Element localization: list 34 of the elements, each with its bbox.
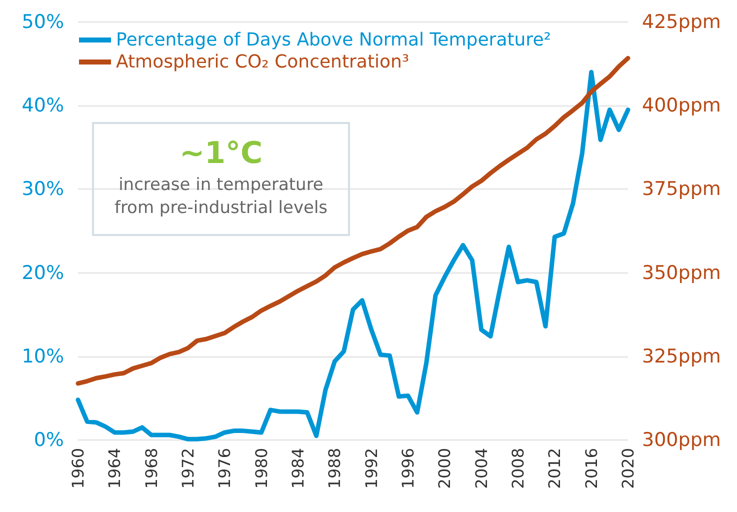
- line-series: [76, 56, 630, 386]
- annotation: ~1°C: [178, 135, 264, 173]
- y-tick-label: 20%: [22, 262, 64, 284]
- y2-tick-label: 350ppm: [642, 262, 721, 284]
- y2-tick-label: 300ppm: [642, 429, 721, 451]
- x-tick-label: 2008: [508, 448, 528, 489]
- legend-label: Atmospheric CO₂ Concentration³: [116, 52, 410, 72]
- x-tick-label: 1976: [215, 448, 234, 489]
- x-tick-label: 1992: [362, 448, 381, 489]
- x-tick-label: 1988: [325, 448, 344, 489]
- x-tick-label: 2020: [618, 448, 638, 489]
- y-tick-label: 40%: [22, 94, 64, 117]
- x-tick-label: 1964: [105, 448, 124, 489]
- y2-tick-label: 400ppm: [642, 94, 721, 117]
- x-tick-label: 1984: [288, 448, 308, 489]
- y2-tick-label: 425ppm: [642, 11, 721, 33]
- x-tick-label: 2000: [435, 448, 454, 489]
- legend-label: Percentage of Days Above Normal Temperature²: [116, 30, 551, 50]
- x-tick-label: 1972: [178, 448, 198, 489]
- y2-tick-label: 375ppm: [642, 178, 721, 200]
- x-tick-label: 1968: [142, 448, 161, 489]
- x-tick-label: 1960: [68, 448, 88, 489]
- line-series: [76, 70, 630, 442]
- annotation: increase in temperature from pre-industrial levels: [113, 174, 329, 220]
- y-tick-label: 10%: [22, 345, 64, 368]
- y-tick-label: 50%: [22, 11, 64, 33]
- x-tick-label: 2004: [472, 448, 491, 489]
- x-tick-label: 2016: [582, 448, 601, 489]
- x-tick-label: 1996: [398, 448, 418, 489]
- x-tick-label: 1980: [252, 448, 271, 489]
- y-tick-label: 0%: [34, 429, 64, 451]
- x-tick-label: 2012: [545, 448, 564, 489]
- y-tick-label: 30%: [22, 178, 64, 200]
- y2-tick-label: 325ppm: [642, 345, 721, 368]
